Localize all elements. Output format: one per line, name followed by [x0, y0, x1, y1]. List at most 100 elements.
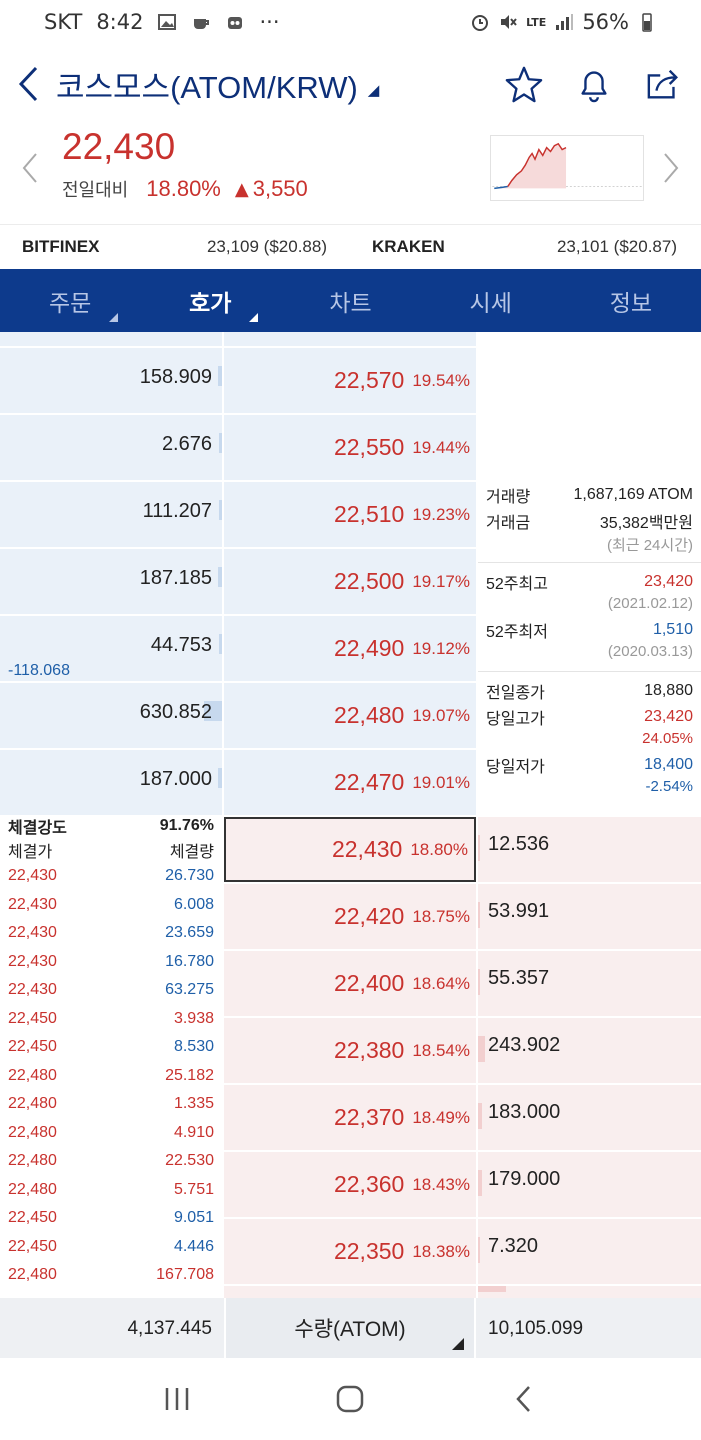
ask-volume-bar — [217, 366, 222, 386]
bid-qty-row[interactable]: 243.902 — [478, 1018, 701, 1083]
high52-label: 52주최고 — [486, 576, 548, 593]
bid-qty-row[interactable]: 7.320 — [478, 1219, 701, 1284]
bid-price-row[interactable]: 22,420 18.75% — [224, 884, 476, 949]
bid-price-row[interactable]: 22,370 18.49% — [224, 1085, 476, 1150]
ask-price-row[interactable]: 22,510 19.23% — [224, 482, 476, 547]
bid-qty-row[interactable]: 183.000 — [478, 1085, 701, 1150]
ask-volume-bar — [217, 567, 222, 587]
ask-qty-row[interactable]: 630.852 — [0, 683, 222, 748]
amount-label: 거래금 — [486, 515, 531, 532]
tab-dropdown-icon — [249, 313, 259, 322]
recent-apps-button[interactable] — [147, 1374, 207, 1424]
bid-qty-row[interactable]: 53.991 — [478, 884, 701, 949]
title-dropdown-icon[interactable]: ◢ — [367, 81, 380, 99]
tab-chart[interactable]: 차트 — [280, 269, 420, 332]
ask-price: 22,480 — [333, 702, 405, 728]
trade-quantity: 16.780 — [165, 952, 214, 970]
trade-price: 22,450 — [8, 1009, 57, 1027]
bid-volume-bar — [478, 1237, 480, 1263]
ask-row-partial — [224, 332, 476, 346]
tab-label: 시세 — [469, 290, 512, 317]
bid-row-partial — [478, 1286, 701, 1298]
ask-qty-row[interactable]: 187.000 — [0, 750, 222, 815]
sparkline-chart[interactable] — [490, 135, 644, 201]
back-arrow-icon — [18, 66, 38, 102]
ask-price-row[interactable]: 22,500 19.17% — [224, 549, 476, 614]
ask-qty-row[interactable]: 44.753 -118.068 — [0, 616, 222, 681]
ask-percent: 19.07% — [412, 705, 470, 725]
trade-row: 22,480 1.335 — [0, 1090, 222, 1119]
unit-selector[interactable]: 수량(ATOM) — [224, 1298, 476, 1358]
trade-list: 22,430 26.730 22,430 6.008 22,430 23.659 22,43… — [0, 862, 222, 1290]
bid-price: 22,360 — [333, 1171, 405, 1197]
trade-quantity: 8.530 — [173, 1038, 214, 1056]
bid-volume-bar — [478, 835, 480, 861]
ask-price-row[interactable]: 22,490 19.12% — [224, 616, 476, 681]
bid-qty-row[interactable]: 55.357 — [478, 951, 701, 1016]
ask-qty-row[interactable]: 158.909 — [0, 348, 222, 413]
trade-quantity: 167.708 — [156, 1266, 214, 1284]
trade-quantity: 5.751 — [173, 1180, 214, 1198]
bid-percent: 18.80% — [410, 839, 468, 859]
low52-date: (2020.03.13) — [607, 643, 693, 660]
trade-price: 22,430 — [8, 895, 57, 913]
bid-qty-row[interactable]: 179.000 — [478, 1152, 701, 1217]
bid-price-row[interactable]: 22,350 18.38% — [224, 1219, 476, 1284]
high52-date: (2021.02.12) — [607, 595, 693, 612]
back-button[interactable] — [0, 48, 56, 120]
trade-quantity: 22.530 — [165, 1152, 214, 1170]
ask-quantity: 44.753 — [150, 634, 212, 656]
ask-qty-row[interactable]: 111.207 — [0, 482, 222, 547]
tab-info[interactable]: 정보 — [561, 269, 701, 332]
ask-quantity: 187.185 — [139, 567, 212, 589]
ask-price-row[interactable]: 22,470 19.01% — [224, 750, 476, 815]
current-price-row[interactable]: 22,430 18.80% — [224, 817, 476, 882]
page-title[interactable]: 코스모스(ATOM/KRW) — [56, 69, 358, 105]
trade-row: 22,480 4.910 — [0, 1119, 222, 1148]
tab-market[interactable]: 시세 — [421, 269, 561, 332]
tab-order[interactable]: 주문 — [0, 269, 140, 332]
exchange-price: 23,101 ($20.87) — [556, 237, 677, 256]
favorite-button[interactable] — [503, 63, 545, 105]
divider — [478, 671, 701, 672]
ask-qty-row[interactable]: 2.676 — [0, 415, 222, 480]
back-nav-button[interactable] — [494, 1374, 554, 1424]
share-button[interactable] — [643, 63, 685, 105]
bid-price: 22,420 — [333, 903, 405, 929]
bid-qty-row[interactable]: 12.536 — [478, 817, 701, 882]
ask-quantity: 630.852 — [139, 701, 212, 723]
battery-icon — [642, 13, 652, 32]
star-icon — [505, 66, 543, 103]
trade-row: 22,480 25.182 — [0, 1062, 222, 1091]
trade-row: 22,480 167.708 — [0, 1261, 222, 1290]
alert-button[interactable] — [573, 63, 615, 105]
bid-price-row[interactable]: 22,380 18.54% — [224, 1018, 476, 1083]
trade-price: 22,480 — [8, 1095, 57, 1113]
bid-price-row[interactable]: 22,360 18.43% — [224, 1152, 476, 1217]
ask-price-row[interactable]: 22,480 19.07% — [224, 683, 476, 748]
bid-quantity: 183.000 — [488, 1101, 561, 1123]
ask-price-row[interactable]: 22,550 19.44% — [224, 415, 476, 480]
trade-price: 22,430 — [8, 867, 57, 885]
ask-price-row[interactable]: 22,570 19.54% — [224, 348, 476, 413]
trade-row: 22,450 4.446 — [0, 1233, 222, 1262]
trade-price: 22,450 — [8, 1237, 57, 1255]
trade-history: 체결강도 91.76% 체결가 체결량 22,430 26.730 22,430 6.00… — [0, 814, 222, 1290]
previous-coin-icon[interactable] — [18, 148, 42, 188]
bid-quantity: 12.536 — [488, 833, 550, 855]
ask-qty-row[interactable]: 187.185 — [0, 549, 222, 614]
day-high-label: 당일고가 — [486, 711, 545, 728]
bid-percent: 18.49% — [412, 1107, 470, 1127]
clock: 8:42 — [96, 10, 144, 34]
back-icon — [516, 1386, 531, 1412]
tab-orderbook[interactable]: 호가 — [140, 269, 280, 332]
trade-qty-header: 체결량 — [169, 844, 214, 861]
next-coin-icon[interactable] — [659, 148, 683, 188]
trade-price-header: 체결가 — [8, 844, 53, 861]
bid-price-row[interactable]: 22,400 18.64% — [224, 951, 476, 1016]
bid-quantity: 243.902 — [488, 1034, 561, 1056]
home-button[interactable] — [320, 1374, 380, 1424]
tab-label: 차트 — [329, 290, 372, 317]
bid-volume-bar — [478, 902, 480, 928]
trade-price: 22,450 — [8, 1038, 57, 1056]
